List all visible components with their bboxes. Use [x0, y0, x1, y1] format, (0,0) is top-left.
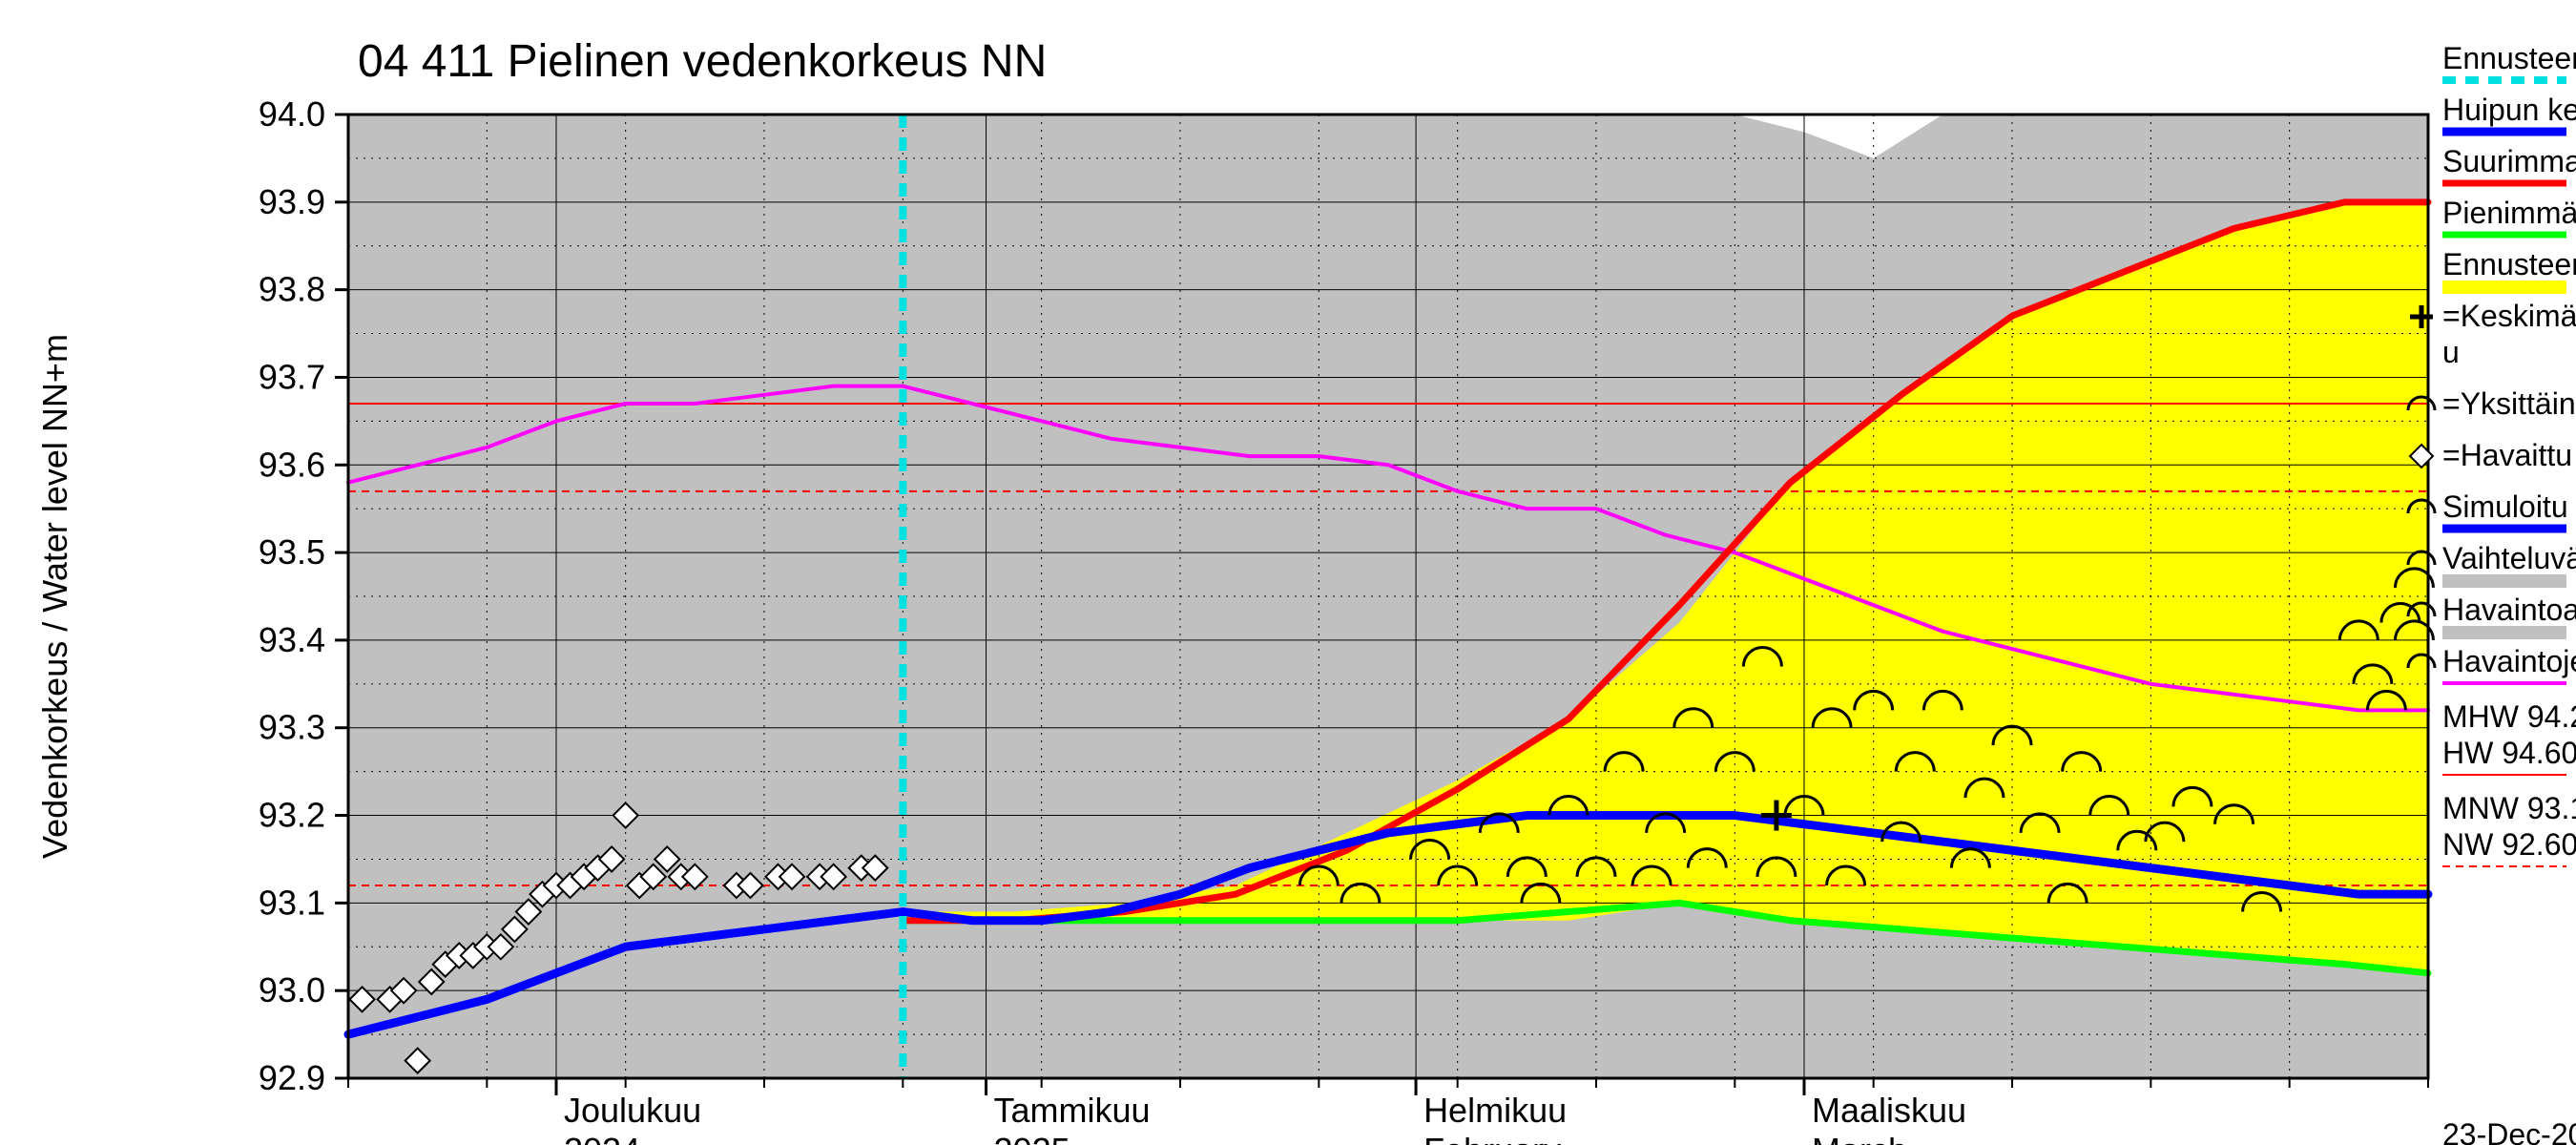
ytick-label: 92.9 — [259, 1058, 325, 1097]
legend-stat: MNW 93.12 HNW 93.57 — [2442, 791, 2576, 825]
ytick-label: 93.5 — [259, 532, 325, 572]
xmonth-label-top: Helmikuu — [1423, 1091, 1567, 1130]
ytick-label: 93.7 — [259, 357, 325, 396]
legend-item-peak_mean: Huipun keskiennuste — [2442, 93, 2576, 132]
ytick-label: 93.3 — [259, 708, 325, 747]
legend-label: Suurimman huipun ennuste — [2442, 144, 2576, 178]
xmonth-label-top: Maaliskuu — [1812, 1091, 1966, 1130]
ytick-label: 93.6 — [259, 445, 325, 484]
legend-item-median: Havaintojen mediaani — [2408, 644, 2576, 683]
xmonth-label-bottom: 2025 — [994, 1131, 1070, 1145]
legend-stat: MHW 94.24 NHW 93.67 — [2442, 699, 2576, 734]
legend-label: =Havaittu 0401710 — [2442, 438, 2576, 472]
xmonth-label-bottom: February — [1423, 1131, 1561, 1145]
legend-label: =Yksittäinen huippu — [2442, 386, 2576, 421]
legend-stat: HW 94.60 m 25.08.2004 — [2442, 736, 2576, 770]
legend-item-avg_peak: =Keskimääräinen huippu — [2410, 299, 2576, 369]
footer-timestamp: 23-Dec-2024 05:12 WSFS-O — [2442, 1117, 2576, 1145]
xmonth-label-bottom: March — [1812, 1131, 1907, 1145]
legend-item-sim_hist: Simuloitu historia — [2408, 489, 2576, 529]
xmonth-label-bottom: 2024 — [564, 1131, 640, 1145]
legend-label: =Keskimääräinen huipp — [2442, 299, 2576, 333]
legend-label: Havaintoasema 0401710 — [2442, 593, 2576, 627]
legend-label: Vaihteluväli 1974-2023 — [2442, 541, 2576, 575]
legend-stat: NW 92.60 m 15.04.2003 — [2442, 827, 2576, 862]
chart-container: 92.9 93.0 93.1 93.2 93.3 93.4 93.5 93.6 93.7 93.8… — [0, 0, 2576, 1145]
xmonth-label-top: Tammikuu — [994, 1091, 1151, 1130]
legend-item-single_peak: =Yksittäinen huippu — [2408, 386, 2576, 421]
legend-item-range: Ennusteen vaihteluväli — [2442, 247, 2576, 294]
ytick-label: 93.2 — [259, 796, 325, 835]
legend-label-cont: u — [2442, 335, 2460, 369]
ytick-label: 94.0 — [259, 94, 325, 134]
xmonth-label-top: Joulukuu — [564, 1091, 701, 1130]
legend-label: Ennusteen vaihteluväli — [2442, 247, 2576, 281]
ytick-label: 93.0 — [259, 970, 325, 1010]
ytick-label: 93.9 — [259, 182, 325, 221]
ytick-label: 93.1 — [259, 883, 325, 922]
legend-label: Ennusteen alku — [2442, 41, 2576, 75]
chart-svg: 92.9 93.0 93.1 93.2 93.3 93.4 93.5 93.6 93.7 93.8… — [0, 0, 2576, 1145]
legend-item-observed: =Havaittu 0401710 — [2410, 438, 2576, 472]
legend-label: Havaintojen mediaani — [2442, 644, 2576, 678]
legend-item-station: Havaintoasema 0401710 — [2408, 593, 2576, 639]
ytick-label: 93.8 — [259, 270, 325, 309]
legend-label: Huipun keskiennuste — [2442, 93, 2576, 127]
ytick-label: 93.4 — [259, 620, 325, 659]
legend-item-peak_min: Pienimmän huipun ennuste — [2442, 196, 2576, 235]
legend-item-peak_max: Suurimman huipun ennuste — [2442, 144, 2576, 183]
ylabel: Vedenkorkeus / Water level NN+m — [35, 334, 74, 859]
legend-label: Simuloitu historia — [2442, 489, 2576, 524]
legend-item-forecast_start: Ennusteen alku — [2442, 41, 2576, 80]
legend-label: Pienimmän huipun ennuste — [2442, 196, 2576, 230]
chart-title: 04 411 Pielinen vedenkorkeus NN — [358, 36, 1047, 87]
